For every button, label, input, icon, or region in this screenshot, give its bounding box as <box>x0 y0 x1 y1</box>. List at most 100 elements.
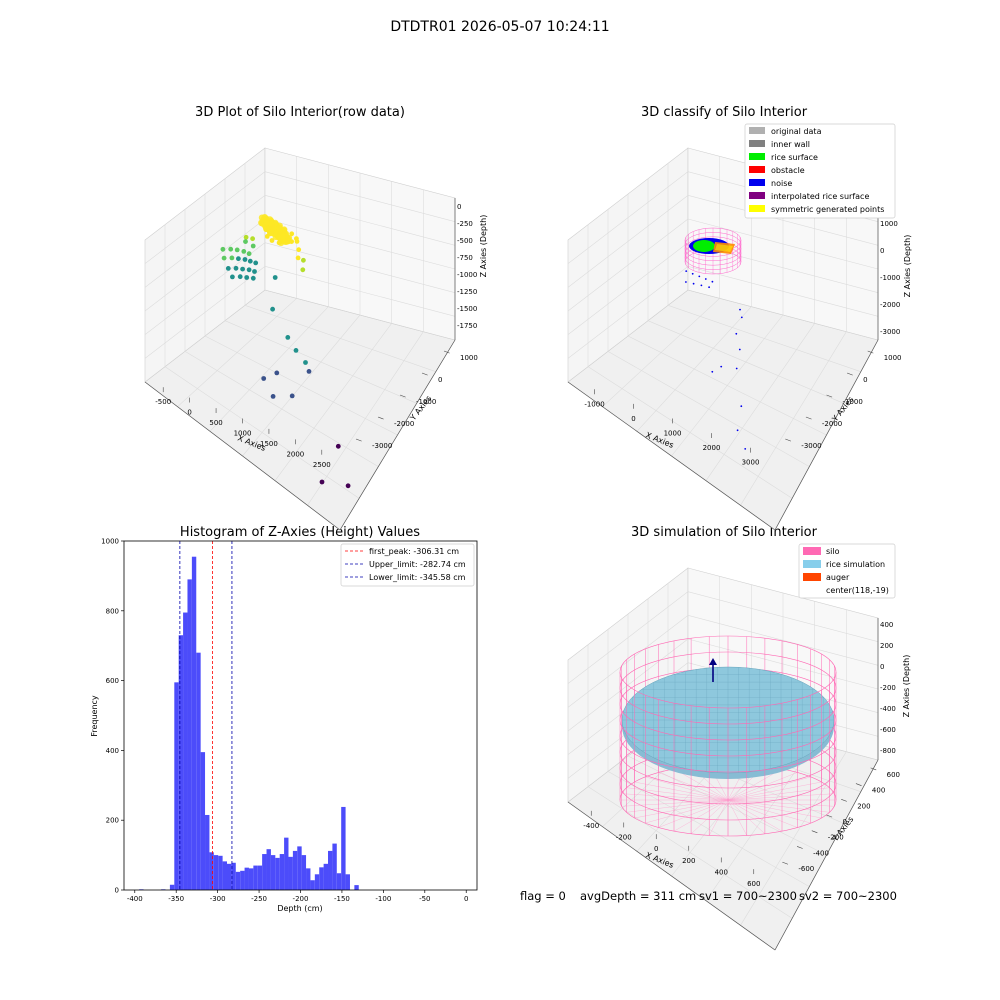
x-tick-classify-label: -1000 <box>584 400 604 408</box>
histogram-bar <box>209 852 214 890</box>
x-tick-raw-label: 2500 <box>313 461 331 469</box>
raw-point <box>243 239 248 245</box>
legend-label-histogram: Upper_limit: -282.74 cm <box>369 560 466 569</box>
y-tick-simulation-label: -400 <box>813 849 829 857</box>
simulation-x-axis-line <box>567 801 776 951</box>
raw-point <box>253 260 259 266</box>
y-tick-simulation-mark <box>826 814 833 818</box>
noise-point <box>744 448 747 450</box>
y-tick-simulation-mark <box>796 846 803 849</box>
z-tick-simulation-label: 400 <box>880 621 893 629</box>
histogram-bar <box>341 806 346 890</box>
panel-title-classify: 3D classify of Silo Interior <box>641 105 808 120</box>
histogram-bar <box>336 873 342 890</box>
y-tick-classify-mark <box>805 416 812 420</box>
raw-point <box>250 275 256 281</box>
panel-title-simulation: 3D simulation of Silo Interior <box>631 525 818 540</box>
histogram-bar <box>323 863 329 890</box>
x-tick-simulation-label: -200 <box>616 834 632 842</box>
y-tick-classify-mark <box>785 438 792 442</box>
histogram-bar <box>284 837 289 890</box>
y-tick-label-histogram: 0 <box>115 887 119 895</box>
histogram-bar <box>354 885 359 890</box>
y-tick-raw-mark <box>399 394 406 398</box>
x-tick-label-histogram: 0 <box>464 895 468 903</box>
classify-y-axis-line <box>774 339 879 531</box>
histogram-bar <box>310 880 315 890</box>
legend-label-classify: inner wall <box>771 140 810 149</box>
y-tick-raw-mark <box>377 416 384 420</box>
y-ticks-histogram: 0 200 400 600 800 1000 <box>101 538 124 895</box>
silo-floor-spoke <box>634 799 729 819</box>
raw-point <box>289 239 294 245</box>
histogram-bars <box>139 556 359 891</box>
raw-point <box>225 266 231 271</box>
raw-point <box>277 231 283 237</box>
noise-point <box>685 270 688 272</box>
y-tick-label-histogram: 800 <box>106 607 119 615</box>
histogram-bar <box>205 814 210 890</box>
noise-point <box>691 272 694 275</box>
y-tick-simulation-label: 400 <box>872 787 885 795</box>
z-tick-raw-label: -500 <box>457 237 473 245</box>
z-axis-label-raw: Z Axies (Depth) <box>479 215 488 278</box>
z-axis-label-classify: Z Axies (Depth) <box>903 235 912 298</box>
silo-floor-spoke <box>634 781 729 801</box>
x-tick-simulation-label: 200 <box>682 857 695 865</box>
raw-point <box>270 229 276 235</box>
x-tick-classify-label: 3000 <box>742 459 760 467</box>
legend-classify: original data inner wall rice surface obsta… <box>744 123 896 219</box>
raw-point <box>319 479 325 485</box>
noise-point <box>711 280 714 283</box>
z-tick-classify-label: -2000 <box>880 301 900 309</box>
raw-point <box>285 335 291 340</box>
z-tick-classify-label: 1000 <box>880 220 898 228</box>
y-tick-raw-mark <box>355 438 362 442</box>
auger-head <box>709 658 717 665</box>
z-tick-raw-label: -1750 <box>457 322 477 330</box>
z-ticks-raw: 0 -250 -500 -750 -1000 -1250 -1500 -1750 <box>457 203 477 330</box>
z-tick-simulation-label: -800 <box>880 747 896 755</box>
raw-point <box>276 240 282 246</box>
y-tick-classify-mark <box>867 350 874 354</box>
histogram-bar <box>257 865 263 890</box>
legend-histogram: first_peak: -306.31 cm Upper_limit: -282.… <box>340 543 475 587</box>
legend-label-simulation: center(118,-19) <box>826 586 889 595</box>
raw-point <box>300 267 306 273</box>
histogram-bar <box>288 856 293 890</box>
legend-simulation-frame <box>798 543 896 599</box>
silo-floor-spoke <box>690 799 729 834</box>
raw-point <box>265 225 271 231</box>
y-tick-simulation-label: -200 <box>828 834 844 842</box>
z-tick-classify-label: 0 <box>880 247 884 255</box>
simulation-y-axis-line <box>774 759 879 951</box>
raw-point <box>252 269 257 274</box>
noise-point <box>736 429 739 432</box>
silo-floor-spoke <box>727 799 830 813</box>
y-tick-simulation-mark <box>855 783 862 786</box>
raw-grid <box>244 305 436 372</box>
x-tick-label-histogram: -100 <box>375 895 391 903</box>
silo-floor-spoke <box>727 768 783 801</box>
raw-point <box>264 234 270 239</box>
legend-swatch-classify <box>749 205 765 212</box>
noise-point <box>700 284 703 287</box>
noise-point <box>720 365 723 368</box>
raw-point <box>220 246 226 252</box>
histogram-vlines <box>179 541 233 890</box>
axes-box-classify <box>567 147 879 531</box>
x-tick-raw-label: 0 <box>187 409 191 417</box>
silo-floor-spoke <box>727 776 811 801</box>
histogram-bar <box>270 855 276 890</box>
legend-swatch-simulation <box>803 573 821 581</box>
y-tick-raw-label: -3000 <box>372 442 392 450</box>
raw-point <box>237 274 243 280</box>
silo-floor-spoke <box>658 799 729 828</box>
raw-y-axis-line <box>339 339 456 531</box>
y-tick-raw-label: 0 <box>438 376 442 384</box>
histogram-bar <box>244 867 249 890</box>
y-ticks-raw: -3000 -2000 -1000 0 1000 <box>355 350 478 450</box>
raw-point <box>284 234 290 240</box>
y-tick-simulation-label: 200 <box>857 802 870 810</box>
z-tick-raw-label: -750 <box>457 254 473 262</box>
